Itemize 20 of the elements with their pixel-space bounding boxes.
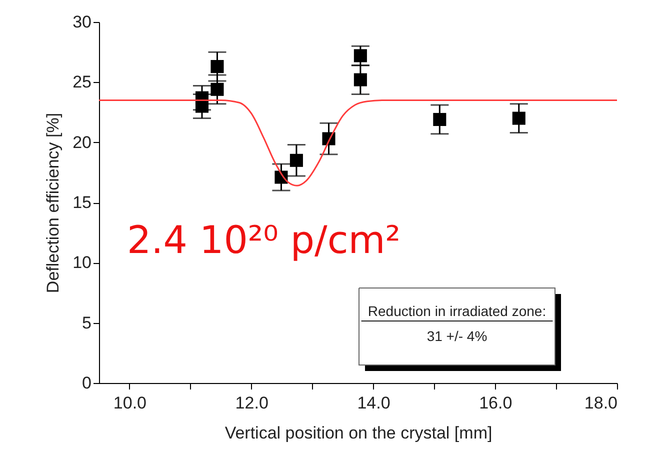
- annotation: Reduction in irradiated zone:: [368, 303, 546, 319]
- x-tick-label: 16.0: [479, 394, 512, 412]
- point: [512, 112, 526, 125]
- y-tick-label: 10: [72, 253, 92, 272]
- x-tick-label: 12.0: [235, 394, 268, 412]
- x-tick-label: 14.0: [357, 394, 390, 412]
- y-tick-label: 25: [72, 72, 92, 92]
- line-series: [98, 99, 618, 186]
- y-axis-title: Deflection efficiency [%]: [44, 112, 63, 294]
- y-tick-label: 15: [72, 193, 92, 212]
- y-tick-label: 0: [82, 374, 92, 392]
- x-tick-label: 18.0: [584, 394, 618, 412]
- annotation: 31 +/- 4%: [426, 328, 488, 344]
- point: [354, 73, 367, 86]
- y-tick-label: 30: [72, 12, 92, 32]
- y-tick-label: 20: [72, 132, 92, 152]
- annotation: 2.4 10²⁰ p/cm²: [127, 218, 400, 262]
- x-tick-label: 10.0: [113, 394, 147, 412]
- x-axis-title: Vertical position on the crystal [mm]: [224, 424, 492, 442]
- y-tick-label: 5: [82, 313, 92, 332]
